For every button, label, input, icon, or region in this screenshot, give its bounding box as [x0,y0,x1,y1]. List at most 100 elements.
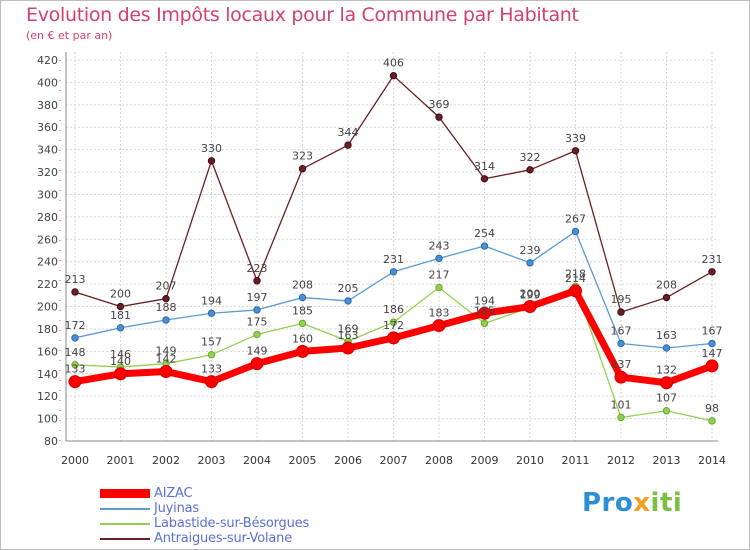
data-point-aizac [341,341,355,355]
data-label-juyinas: 194 [201,294,222,307]
data-label-labastide-sur-b-sorgues: 186 [383,303,404,316]
data-label-antraigues-sur-volane: 406 [383,57,404,70]
data-point-juyinas [435,254,443,263]
legend-label-juyinas: Juyinas [154,501,199,516]
data-label-antraigues-sur-volane: 339 [565,132,586,145]
data-point-aizac [68,375,82,389]
x-tick-label: 2013 [653,454,681,467]
data-point-labastide-sur-b-sorgues [480,319,489,328]
logo-part-2: x [633,488,651,518]
data-point-aizac [205,375,218,389]
y-tick-label: 220 [37,278,58,291]
data-label-aizac: 200 [520,288,541,301]
data-label-antraigues-sur-volane: 330 [201,142,222,155]
data-label-labastide-sur-b-sorgues: 149 [156,345,177,358]
data-point-labastide-sur-b-sorgues [708,417,716,425]
data-point-juyinas [526,259,534,267]
data-label-labastide-sur-b-sorgues: 101 [611,398,632,411]
data-point-aizac [432,319,446,333]
legend-swatch-juyinas [100,508,150,510]
data-point-labastide-sur-b-sorgues [253,330,261,339]
data-label-juyinas: 208 [292,279,313,292]
data-point-labastide-sur-b-sorgues [389,318,398,326]
y-tick-label: 360 [37,121,58,134]
data-point-juyinas [71,334,79,342]
data-label-aizac: 172 [383,319,404,332]
data-label-antraigues-sur-volane: 344 [338,126,359,139]
data-label-juyinas: 197 [247,291,268,304]
data-point-juyinas [253,306,261,314]
data-label-juyinas: 163 [656,329,677,342]
data-label-antraigues-sur-volane: 207 [156,280,177,293]
data-point-juyinas [571,227,580,236]
data-point-antraigues-sur-volane [389,71,398,80]
data-point-antraigues-sur-volane [480,175,489,183]
data-point-antraigues-sur-volane [708,268,716,276]
y-tick-label: 100 [37,413,58,426]
y-tick-label: 320 [37,166,58,179]
legend-label-aizac: AIZAC [154,486,193,501]
data-point-antraigues-sur-volane [344,141,352,149]
data-label-labastide-sur-b-sorgues: 199 [520,289,541,302]
x-tick-label: 2000 [61,454,89,467]
data-point-aizac [296,344,309,358]
data-label-aizac: 147 [702,347,723,360]
data-point-labastide-sur-b-sorgues [71,361,79,369]
x-tick-label: 2011 [562,454,590,467]
data-point-labastide-sur-b-sorgues [207,351,216,359]
data-label-antraigues-sur-volane: 231 [702,253,723,266]
data-point-antraigues-sur-volane [435,113,443,121]
data-label-labastide-sur-b-sorgues: 107 [656,392,677,405]
data-point-labastide-sur-b-sorgues [617,413,625,422]
y-tick-label: 420 [37,54,58,67]
data-point-labastide-sur-b-sorgues [435,283,443,292]
data-point-antraigues-sur-volane [162,294,170,303]
x-tick-label: 2007 [380,454,408,467]
legend-label-labastide: Labastide-sur-Bésorgues [154,516,310,531]
data-point-aizac [523,300,537,314]
data-point-aizac [478,306,491,320]
y-tick-label: 120 [37,390,58,403]
data-point-juyinas [389,268,398,276]
data-label-aizac: 183 [429,307,450,320]
data-point-antraigues-sur-volane [526,166,534,174]
y-tick-label: 300 [37,188,58,201]
data-point-antraigues-sur-volane [571,147,580,155]
data-point-antraigues-sur-volane [207,157,216,165]
y-tick-label: 340 [37,144,58,157]
data-label-labastide-sur-b-sorgues: 148 [65,346,86,359]
data-label-juyinas: 205 [338,282,359,295]
y-tick-label: 240 [37,256,58,269]
data-label-juyinas: 243 [429,239,450,252]
chart-title: Evolution des Impôts locaux pour la Comm… [26,4,579,26]
x-tick-label: 2008 [425,454,453,467]
data-point-juyinas [207,309,216,317]
chart-subtitle: (en € et par an) [26,29,113,42]
data-label-antraigues-sur-volane: 213 [65,273,86,286]
data-label-labastide-sur-b-sorgues: 169 [338,322,359,335]
x-tick-label: 2004 [243,454,271,467]
data-label-juyinas: 167 [702,325,723,338]
data-point-labastide-sur-b-sorgues [662,407,671,415]
data-label-aizac: 214 [565,272,586,285]
legend-label-antraigues: Antraigues-sur-Volane [154,531,293,546]
y-tick-label: 160 [37,345,58,358]
data-point-aizac [387,331,400,345]
y-tick-label: 140 [37,368,58,381]
data-point-juyinas [116,324,125,332]
y-tick-label: 200 [37,301,58,314]
data-label-labastide-sur-b-sorgues: 217 [429,268,450,281]
data-label-juyinas: 231 [383,253,404,266]
data-label-aizac: 133 [65,363,86,376]
data-point-juyinas [617,339,625,348]
data-point-antraigues-sur-volane [662,293,671,302]
x-tick-label: 2002 [152,454,180,467]
data-label-aizac: 149 [247,345,268,358]
x-tick-label: 2009 [471,454,499,467]
logo-part-3: iti [650,488,683,518]
data-point-antraigues-sur-volane [617,308,625,316]
data-point-aizac [614,370,628,384]
data-label-juyinas: 254 [474,227,495,240]
y-tick-label: 280 [37,211,58,224]
data-label-antraigues-sur-volane: 223 [247,262,268,275]
